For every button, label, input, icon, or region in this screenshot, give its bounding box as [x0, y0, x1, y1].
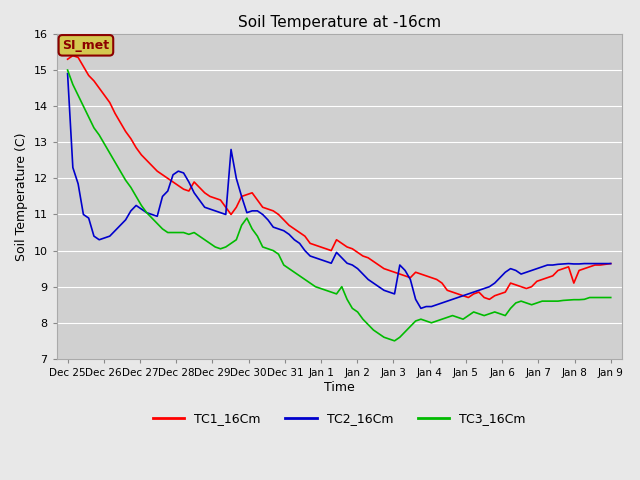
- Title: Soil Temperature at -16cm: Soil Temperature at -16cm: [237, 15, 441, 30]
- Y-axis label: Soil Temperature (C): Soil Temperature (C): [15, 132, 28, 261]
- Text: SI_met: SI_met: [62, 39, 109, 52]
- Legend: TC1_16Cm, TC2_16Cm, TC3_16Cm: TC1_16Cm, TC2_16Cm, TC3_16Cm: [148, 408, 531, 431]
- X-axis label: Time: Time: [324, 381, 355, 394]
